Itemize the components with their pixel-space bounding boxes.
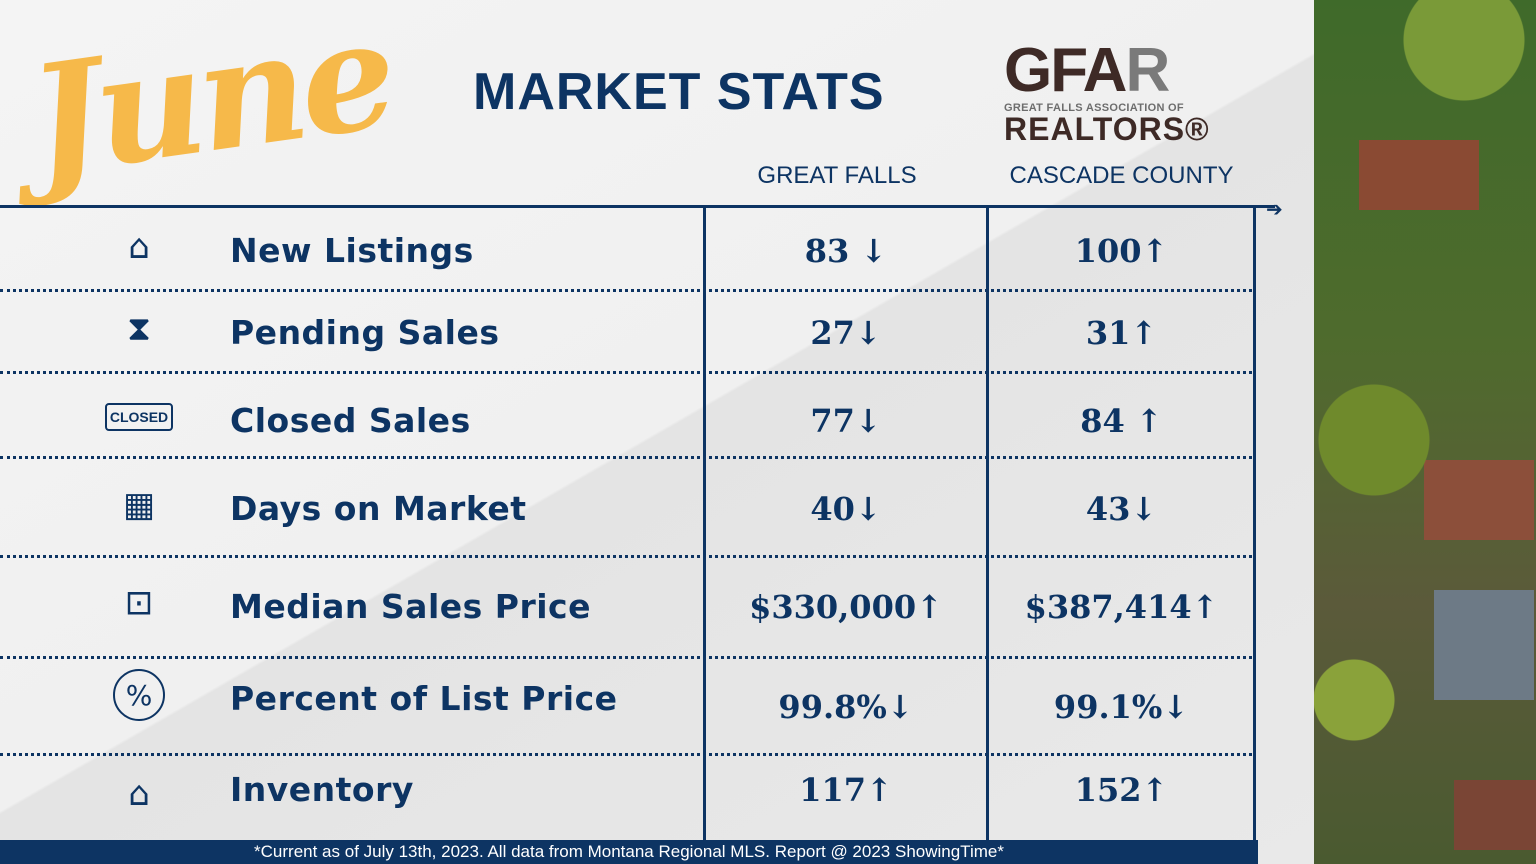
hourglass-icon: ⧗ — [127, 309, 151, 349]
cascade-county-value: 152↑ — [1074, 771, 1169, 809]
for-sale-sign-icon: ⊡ — [124, 583, 154, 623]
great-falls-value: 27↓ — [810, 314, 882, 352]
table-row: ⊡ Median Sales Price $330,000↑ $387,414↑ — [0, 583, 1255, 627]
cascade-county-value: 31↑ — [1085, 314, 1158, 352]
calendar-icon: ▦ — [122, 485, 156, 525]
aerial-neighborhood-photo — [1314, 0, 1536, 864]
great-falls-value: 117↑ — [799, 771, 893, 809]
cascade-county-value: 43↓ — [1085, 490, 1158, 528]
table-row: ⌂ New Listings 83 ↓ 100↑ — [0, 227, 1255, 271]
great-falls-value: 77↓ — [810, 402, 882, 440]
footer-note: *Current as of July 13th, 2023. All data… — [0, 840, 1258, 864]
row-label: Inventory — [230, 770, 414, 809]
table-row: CLOSED Closed Sales 77↓ 84 ↑ — [0, 401, 1255, 441]
column-divider — [986, 207, 989, 840]
closed-sign-icon: CLOSED — [104, 389, 174, 445]
table-row: ▦ Days on Market 40↓ 43↓ — [0, 485, 1255, 529]
great-falls-value: 99.8%↓ — [778, 688, 914, 726]
row-label: New Listings — [230, 231, 474, 270]
table-row: % Percent of List Price 99.8%↓ 99.1%↓ — [0, 669, 1255, 726]
cascade-county-value: $387,414↑ — [1024, 588, 1219, 626]
table-row: ⧗ Pending Sales 27↓ 31↑ — [0, 309, 1255, 353]
row-divider — [0, 371, 1252, 374]
row-divider — [0, 289, 1252, 292]
column-header-cascade-county: CASCADE COUNTY — [1009, 162, 1234, 189]
percent-icon: % — [108, 667, 170, 723]
great-falls-value: 83 ↓ — [804, 232, 888, 270]
header-line — [0, 205, 1275, 208]
row-divider — [0, 456, 1252, 459]
row-divider — [0, 656, 1252, 659]
row-label: Pending Sales — [230, 313, 500, 352]
column-header-great-falls: GREAT FALLS — [757, 162, 917, 189]
cascade-county-value: 99.1%↓ — [1053, 688, 1190, 726]
great-falls-value: $330,000↑ — [749, 588, 943, 626]
background — [0, 0, 1314, 864]
gfar-logo: GFAR GREAT FALLS ASSOCIATION OF REALTORS… — [1004, 36, 1210, 147]
cascade-county-value: 84 ↑ — [1080, 402, 1163, 440]
cascade-county-value: 100↑ — [1074, 232, 1169, 270]
row-divider — [0, 555, 1252, 558]
table-row: ⌂ Inventory 117↑ 152↑ — [0, 770, 1255, 814]
page-title: MARKET STATS — [473, 63, 885, 121]
house-outline-icon: ⌂ — [128, 774, 150, 814]
arrow-right-icon: ➔ — [1266, 197, 1283, 221]
home-pin-icon: ⌂ — [128, 227, 150, 267]
row-label: Percent of List Price — [230, 679, 618, 718]
column-divider — [1253, 207, 1256, 840]
row-label: Median Sales Price — [230, 587, 591, 626]
great-falls-value: 40↓ — [810, 490, 882, 528]
row-divider — [0, 753, 1252, 756]
row-label: Closed Sales — [230, 401, 471, 440]
column-divider — [703, 207, 706, 840]
row-label: Days on Market — [230, 489, 527, 528]
